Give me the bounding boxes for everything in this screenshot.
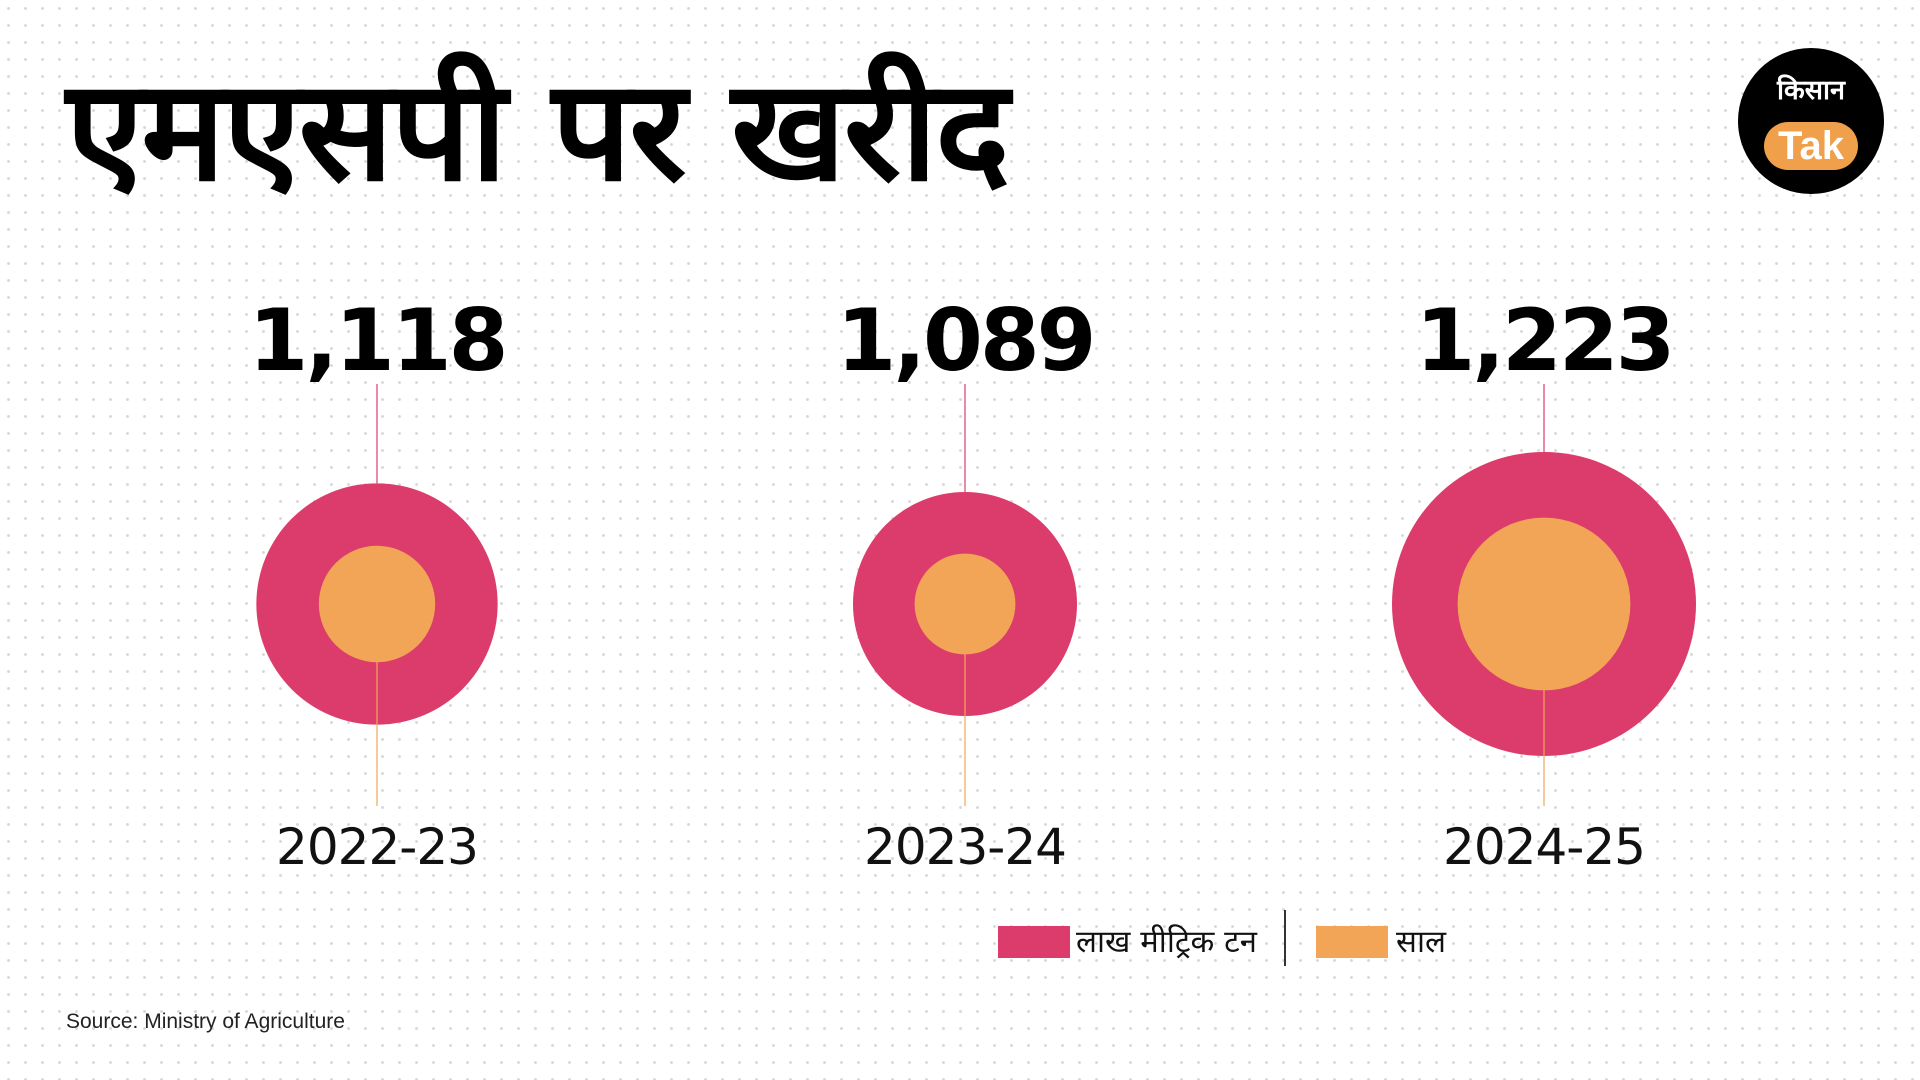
category-label-2024-25: 2024-25 [1443, 818, 1645, 876]
value-label-2024-25: 1,223 [1415, 291, 1672, 391]
legend-swatch-lakh-metric-ton [998, 926, 1070, 958]
category-label-2022-23: 2022-23 [276, 818, 478, 876]
logo-text-hindi: किसान [1777, 75, 1845, 106]
category-label-2023-24: 2023-24 [864, 818, 1066, 876]
legend-label-year: साल [1396, 924, 1447, 960]
legend-divider [1284, 910, 1286, 966]
legend-swatch-year [1316, 926, 1388, 958]
kisan-tak-logo: किसान Tak [1738, 48, 1884, 194]
value-label-2023-24: 1,089 [836, 291, 1093, 391]
value-label-2022-23: 1,118 [248, 291, 505, 391]
legend-label-lakh-metric-ton: लाख मीट्रिक टन [1076, 924, 1257, 960]
logo-text-tak: Tak [1764, 122, 1858, 170]
source-note: Source: Ministry of Agriculture [66, 1010, 345, 1033]
page-title: एमएसपी पर खरीद [66, 50, 1010, 213]
